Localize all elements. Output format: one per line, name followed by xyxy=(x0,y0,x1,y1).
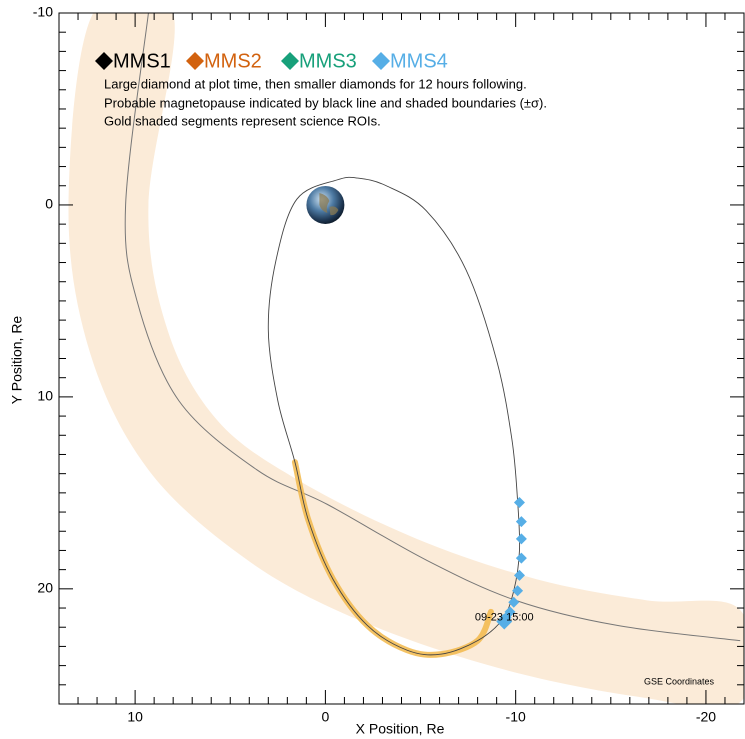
y-tick-label: 10 xyxy=(37,388,53,404)
x-tick-label: -10 xyxy=(506,709,526,725)
legend-label: MMS2 xyxy=(204,50,262,72)
legend-label: MMS4 xyxy=(390,50,448,72)
legend-label: MMS3 xyxy=(299,50,357,72)
y-axis-label: Y Position, Re xyxy=(9,316,25,405)
time-label: 09-23 15:00 xyxy=(475,611,534,623)
y-tick-label: 0 xyxy=(45,196,53,212)
y-tick-label: -10 xyxy=(33,4,53,20)
chart: 09-23 15:00 10 0 -10 -20 -10 0 10 20 X Position… xyxy=(0,0,745,739)
x-axis-label: X Position, Re xyxy=(356,721,445,737)
note: Probable magnetopause indicated by black… xyxy=(104,95,547,110)
note: Large diamond at plot time, then smaller… xyxy=(104,76,527,91)
coordinates-label: GSE Coordinates xyxy=(644,676,715,686)
y-tick-label: 20 xyxy=(37,580,53,596)
note: Gold shaded segments represent science R… xyxy=(104,113,381,128)
x-tick-label: -20 xyxy=(696,709,716,725)
x-tick-label: 0 xyxy=(321,709,329,725)
x-tick-label: 10 xyxy=(127,709,143,725)
legend-label: MMS1 xyxy=(113,50,171,72)
